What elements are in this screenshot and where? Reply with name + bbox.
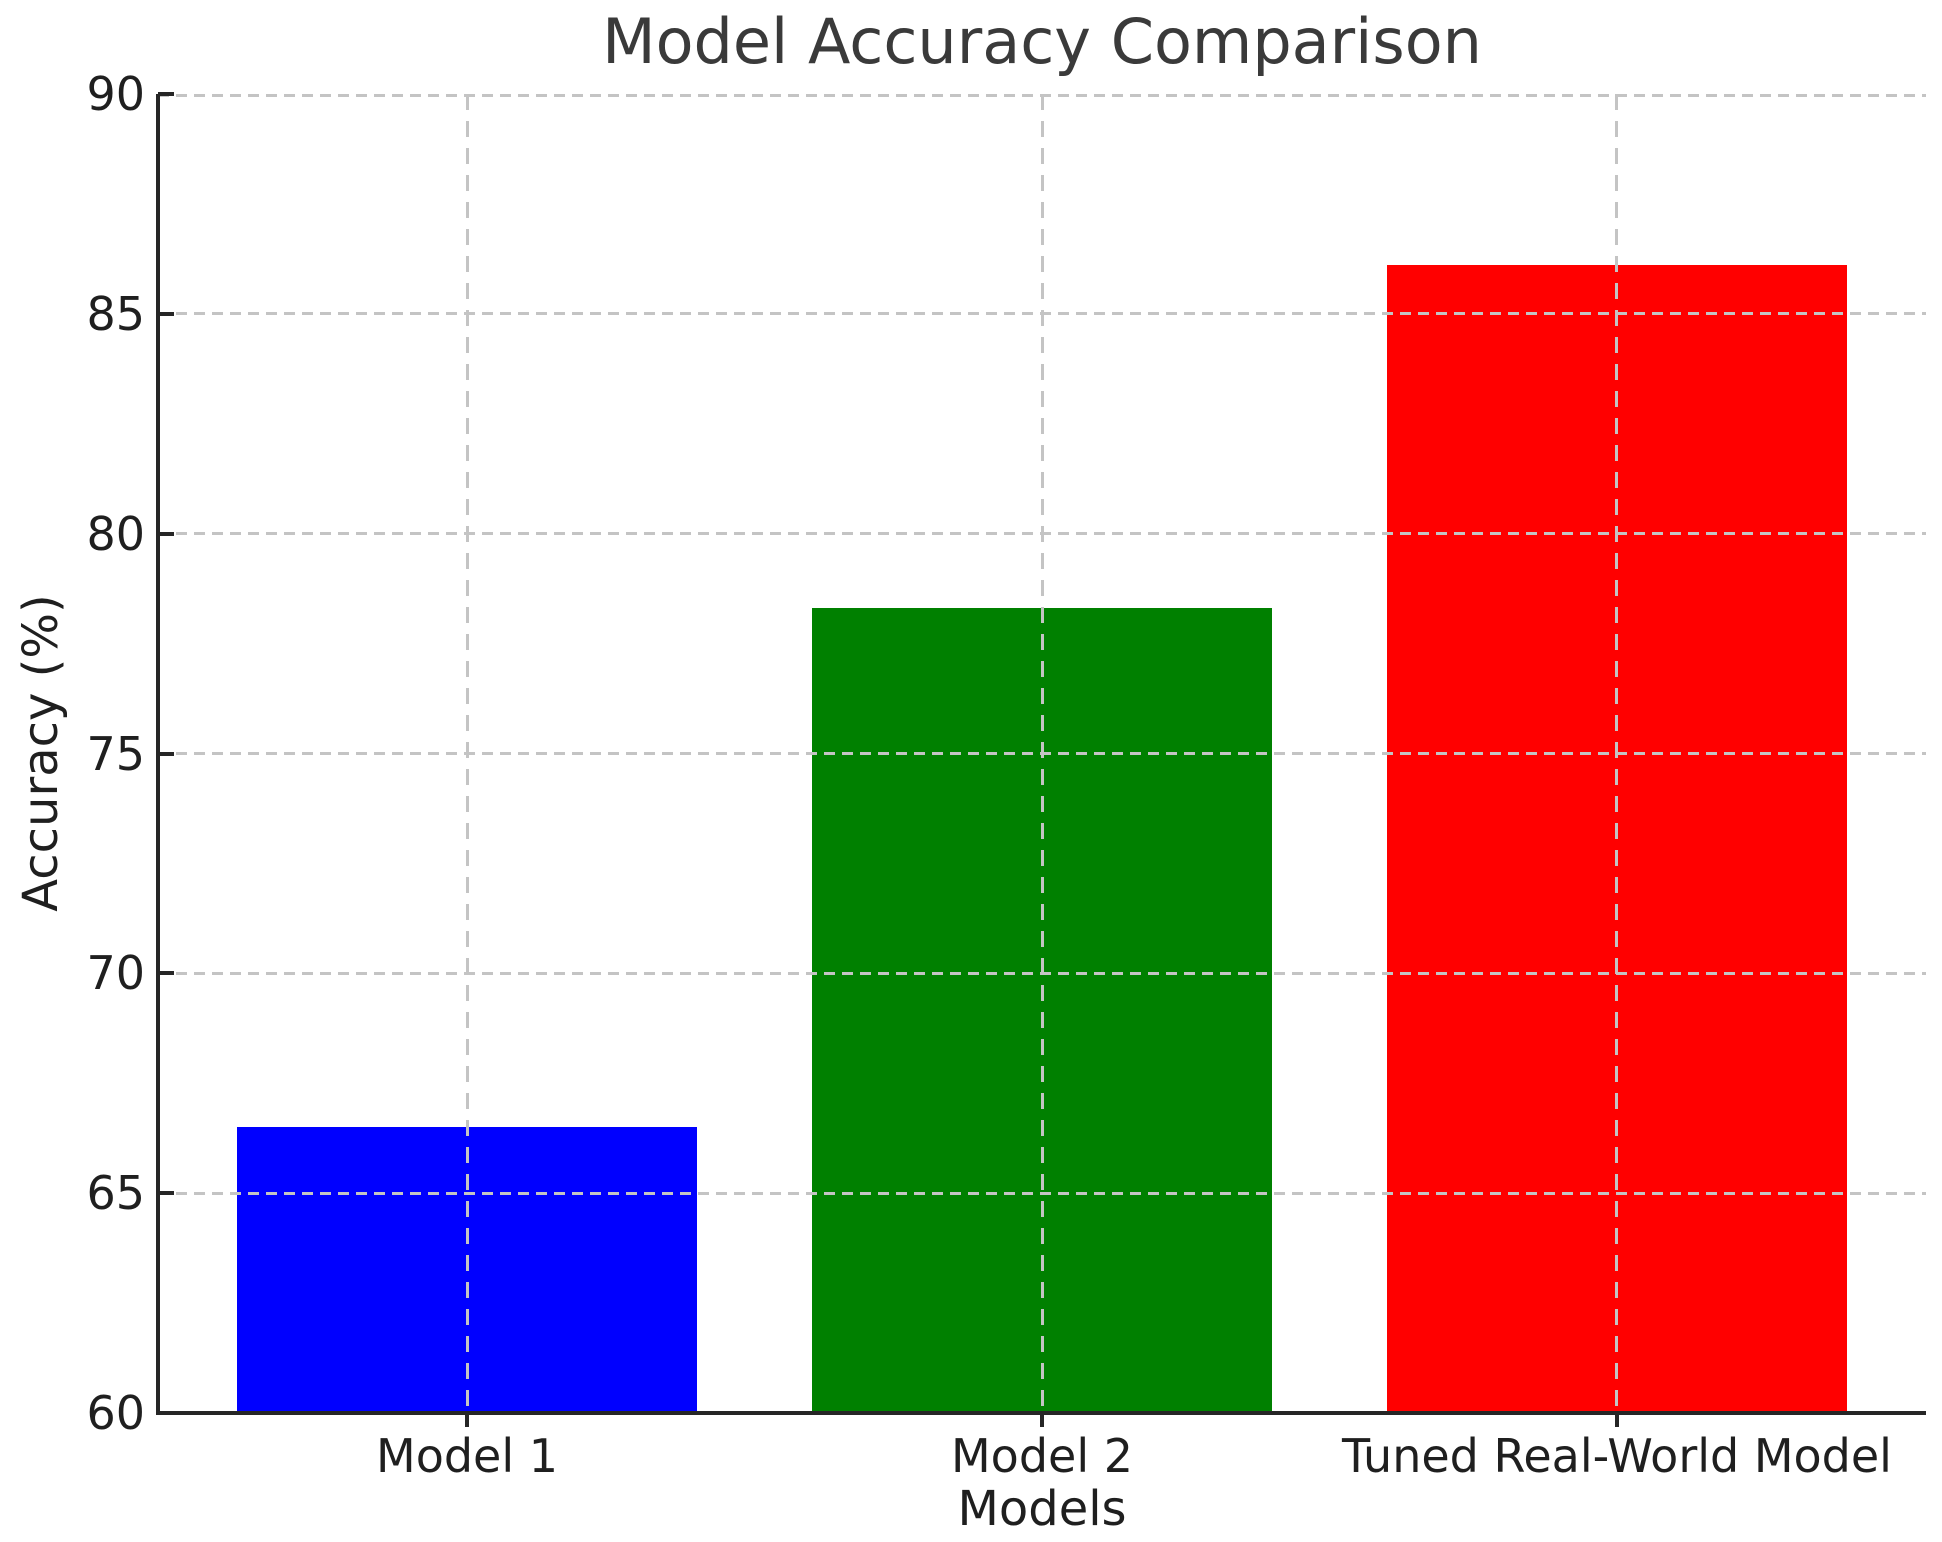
y-tick-label: 80: [86, 506, 145, 561]
x-gridline: [465, 94, 469, 1413]
y-tick-label: 65: [86, 1166, 145, 1221]
y-tick-mark: [158, 971, 174, 976]
y-tick-mark: [158, 311, 174, 316]
y-tick-mark: [158, 751, 174, 756]
y-tick-mark: [158, 1411, 174, 1415]
x-tick-label: Tuned Real-World Model: [1341, 1429, 1892, 1483]
y-tick-label: 70: [86, 946, 145, 1001]
x-gridline: [1615, 94, 1619, 1413]
y-tick-mark: [158, 531, 174, 536]
x-tick-label: Model 2: [950, 1429, 1134, 1483]
y-tick-mark: [158, 92, 174, 96]
y-tick-label: 85: [86, 286, 145, 341]
x-tick-mark: [465, 1413, 470, 1427]
y-tick-label: 90: [86, 67, 145, 121]
plot-area: 60 65 70 75 80 85 90 Model 1 Model 2 Tuned Real-W…: [86, 68, 1926, 1483]
y-tick-label: 75: [86, 726, 145, 781]
x-tick-mark: [1040, 1413, 1044, 1427]
x-tick-mark: [1614, 1413, 1619, 1427]
chart-title: Model Accuracy Comparison: [602, 5, 1482, 78]
x-axis-label: Models: [957, 1481, 1127, 1537]
x-gridline: [1040, 94, 1044, 1413]
y-tick-label: 60: [86, 1386, 145, 1440]
y-tick-mark: [158, 1191, 174, 1196]
x-tick-label: Model 1: [376, 1429, 559, 1483]
